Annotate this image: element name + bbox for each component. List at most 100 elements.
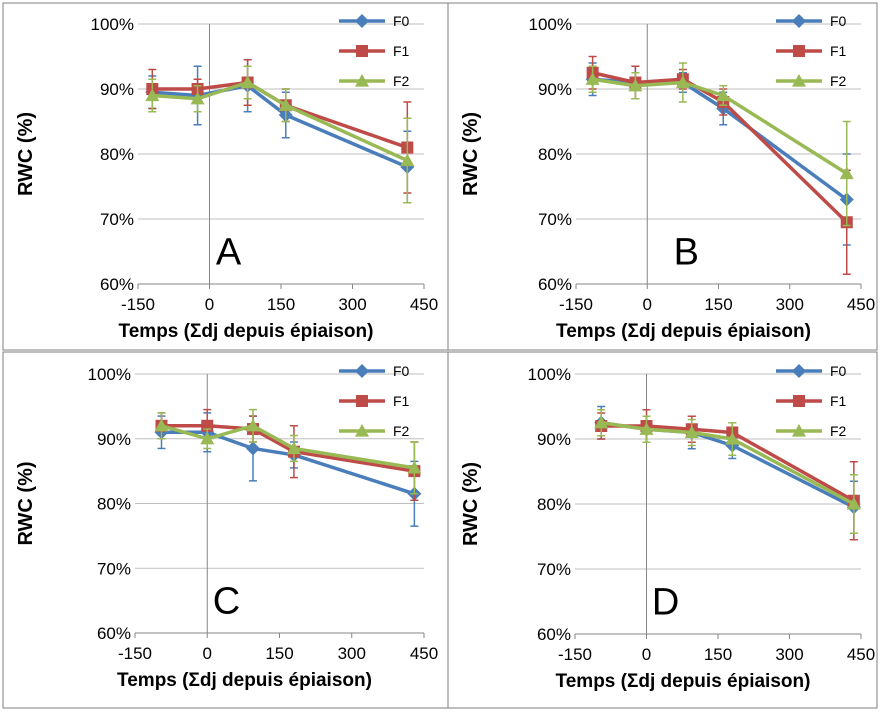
legend-label-f2: F2 <box>393 73 410 89</box>
panel-frame <box>2 2 449 351</box>
x-tick-label: -150 <box>558 645 592 664</box>
legend-marker-f1 <box>356 395 368 407</box>
y-tick-label: 90% <box>100 80 134 99</box>
data-point-f2 <box>278 98 293 111</box>
legend-label-f2: F2 <box>830 73 847 89</box>
data-point-f2 <box>716 88 731 102</box>
legend-label-f1: F1 <box>830 43 847 59</box>
y-axis-label: RWC (%) <box>15 461 37 545</box>
legend-label-f0: F0 <box>830 13 847 29</box>
x-axis-label: Temps (Σdj depuis épiaison) <box>556 321 811 342</box>
legend: F0 F1 F2 <box>339 13 410 89</box>
data-point-f2 <box>628 78 643 92</box>
panel-letter: D <box>652 582 679 624</box>
y-tick-label: 60% <box>537 625 571 644</box>
y-tick-label: 90% <box>538 80 572 99</box>
data-point-f2 <box>594 415 609 429</box>
legend-label-f0: F0 <box>393 13 410 29</box>
y-tick-label: 70% <box>537 560 571 579</box>
data-point-f2 <box>675 75 690 89</box>
data-point-f2 <box>246 418 261 432</box>
x-tick-label: 450 <box>847 295 875 314</box>
legend-label-f0: F0 <box>393 363 410 379</box>
data-point-f2 <box>240 75 255 89</box>
legend-label-f0: F0 <box>830 363 847 379</box>
legend-label-f1: F1 <box>393 393 410 409</box>
legend-label-f1: F1 <box>830 393 847 409</box>
legend-marker-f0 <box>355 14 369 28</box>
data-point-f2 <box>400 153 415 167</box>
series-f2 <box>154 408 422 495</box>
y-tick-label: 90% <box>537 430 571 449</box>
y-tick-label: 60% <box>97 624 131 643</box>
panel-letter: A <box>216 232 242 274</box>
legend: F0 F1 F2 <box>776 363 847 439</box>
x-tick-label: 0 <box>205 295 214 314</box>
x-tick-label: 300 <box>776 295 804 314</box>
series-f2 <box>585 62 854 227</box>
y-tick-label: 100% <box>528 365 571 384</box>
y-tick-label: 70% <box>100 210 134 229</box>
x-tick-label: -150 <box>121 295 155 314</box>
legend-marker-f2 <box>355 74 369 87</box>
x-axis-label: Temps (Σdj depuis épiaison) <box>119 321 374 342</box>
y-tick-label: 80% <box>537 495 571 514</box>
x-tick-label: 150 <box>267 295 295 314</box>
data-point-f2 <box>725 432 740 445</box>
data-point-f2 <box>154 418 169 432</box>
x-tick-label: 450 <box>847 645 875 664</box>
chart-panel-a: 60% 70% 80% 90% 100% -150 0 150 300 450 RWC (%) Tem… <box>2 2 449 351</box>
data-point-f2 <box>839 166 854 180</box>
legend-marker-f2 <box>355 424 369 437</box>
y-tick-label: 80% <box>100 145 134 164</box>
y-tick-label: 100% <box>529 15 572 34</box>
x-tick-label: 0 <box>203 644 212 663</box>
x-tick-label: 300 <box>775 645 803 664</box>
data-point-f2 <box>145 88 160 102</box>
x-tick-label: 300 <box>338 295 366 314</box>
data-point-f2 <box>846 497 861 510</box>
series-line-f2 <box>592 77 848 175</box>
x-tick-label: 450 <box>410 644 438 663</box>
panel-frame <box>2 351 449 709</box>
y-tick-label: 70% <box>538 210 572 229</box>
legend-marker-f0 <box>792 364 806 378</box>
legend-marker-f0 <box>355 364 369 378</box>
data-point-f2 <box>190 91 205 105</box>
x-axis-label: Temps (Σdj depuis épiaison) <box>556 671 811 692</box>
y-tick-label: 80% <box>97 495 131 514</box>
data-point-f2 <box>200 431 215 445</box>
data-point-f2 <box>407 460 422 474</box>
series-f2 <box>145 65 415 204</box>
series-f2 <box>594 409 861 534</box>
y-tick-label: 100% <box>88 365 131 384</box>
y-axis-label: RWC (%) <box>15 112 37 196</box>
legend-label-f2: F2 <box>393 423 410 439</box>
legend-marker-f2 <box>792 424 806 437</box>
data-point-f2 <box>585 72 600 85</box>
y-tick-label: 100% <box>91 15 134 34</box>
x-tick-label: -150 <box>559 295 593 314</box>
chart-panel-c: 60% 70% 80% 90% 100% -150 0 150 300 450 RWC (%) Tem… <box>2 351 449 709</box>
data-point-f2 <box>639 422 654 435</box>
x-tick-label: 0 <box>643 295 652 314</box>
panel-frame <box>447 2 878 351</box>
legend: F0 F1 F2 <box>339 363 410 439</box>
data-point-f2 <box>286 441 301 455</box>
y-tick-label: 70% <box>97 559 131 578</box>
legend-label-f2: F2 <box>830 423 847 439</box>
x-axis-label: Temps (Σdj depuis épiaison) <box>117 670 372 691</box>
y-axis-label: RWC (%) <box>460 462 482 546</box>
data-point-f2 <box>684 425 699 439</box>
x-tick-label: 150 <box>704 645 732 664</box>
panel-letter: C <box>213 581 240 623</box>
x-tick-label: -150 <box>118 644 152 663</box>
chart-panel-d: 60% 70% 80% 90% 100% -150 0 150 300 450 RWC (%) Tem… <box>447 351 878 709</box>
y-tick-label: 80% <box>538 145 572 164</box>
y-tick-label: 60% <box>538 275 572 294</box>
legend: F0 F1 F2 <box>776 13 847 89</box>
legend-marker-f2 <box>792 74 806 87</box>
x-tick-label: 150 <box>704 295 732 314</box>
